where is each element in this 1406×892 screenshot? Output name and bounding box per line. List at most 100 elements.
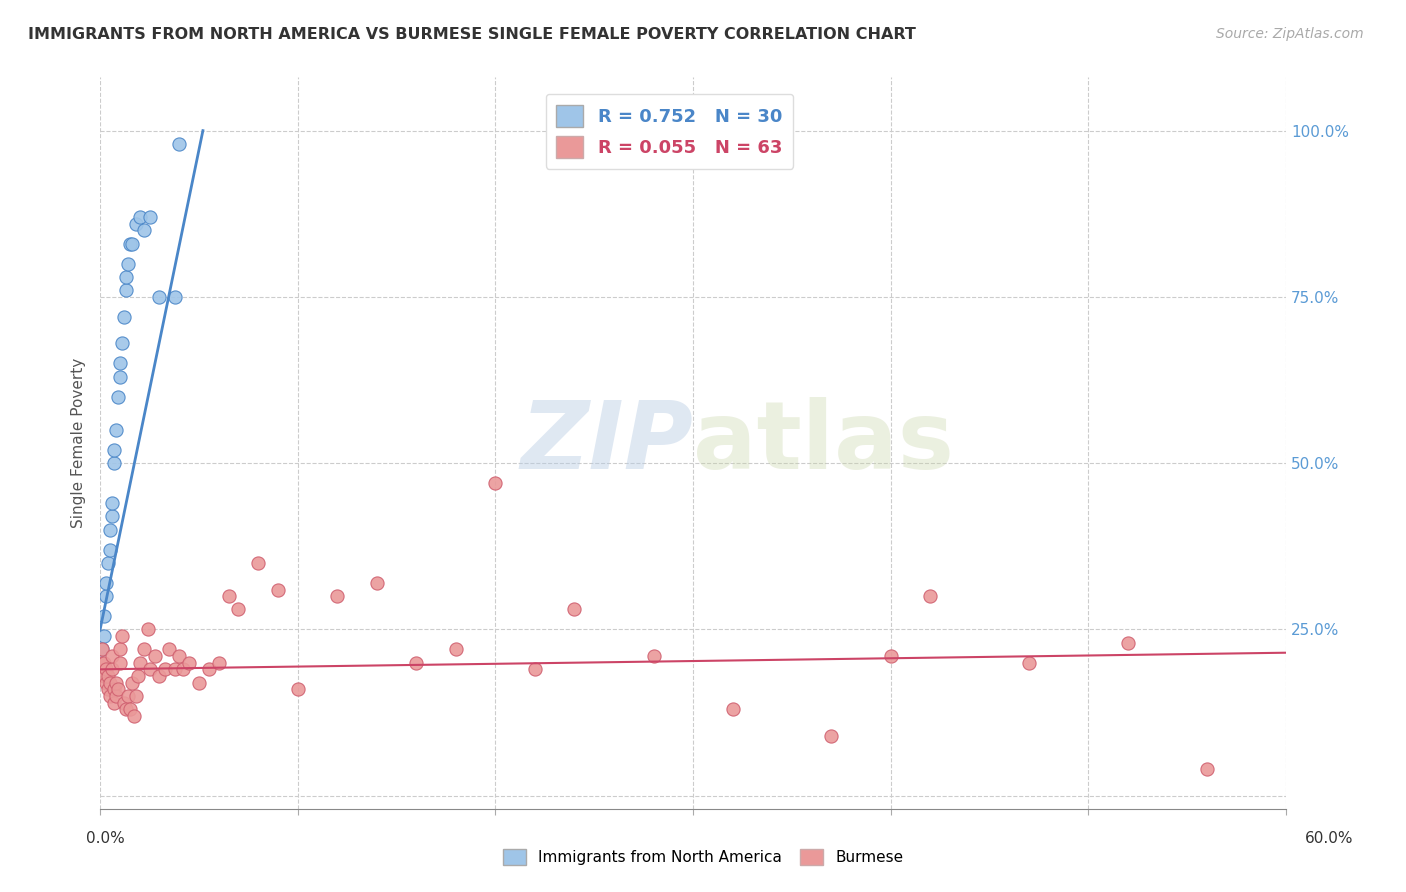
Point [132,223,155,237]
Point [118,702,141,716]
Point [94,589,117,603]
Point [820,729,842,743]
Point [93,656,115,670]
Point [121,675,143,690]
Point [157,642,180,657]
Point [128,210,150,224]
Point [138,210,160,224]
Point [444,642,467,657]
Point [91,642,114,657]
Legend: R = 0.752   N = 30, R = 0.055   N = 63: R = 0.752 N = 30, R = 0.055 N = 63 [546,94,793,169]
Text: Source: ZipAtlas.com: Source: ZipAtlas.com [1216,27,1364,41]
Point [172,662,194,676]
Point [177,656,200,670]
Point [167,648,190,663]
Point [108,656,131,670]
Point [107,682,129,697]
Point [118,236,141,251]
Point [136,623,159,637]
Point [326,589,349,603]
Point [1195,762,1218,776]
Point [148,290,170,304]
Point [98,675,121,690]
Point [148,669,170,683]
Text: 0.0%: 0.0% [86,831,125,846]
Point [104,675,127,690]
Point [111,629,134,643]
Point [132,642,155,657]
Legend: Immigrants from North America, Burmese: Immigrants from North America, Burmese [496,843,910,871]
Point [94,575,117,590]
Point [198,662,221,676]
Point [287,682,309,697]
Point [405,656,427,670]
Point [125,689,148,703]
Point [267,582,290,597]
Point [101,509,124,524]
Point [125,217,148,231]
Point [94,662,117,676]
Point [93,609,115,624]
Point [523,662,546,676]
Point [187,675,209,690]
Y-axis label: Single Female Poverty: Single Female Poverty [72,358,86,528]
Point [127,669,149,683]
Point [98,542,121,557]
Point [564,602,586,616]
Point [117,257,139,271]
Point [103,682,125,697]
Point [208,656,231,670]
Point [97,556,120,570]
Point [1018,656,1040,670]
Point [94,675,117,690]
Point [93,669,115,683]
Text: atlas: atlas [693,397,955,489]
Point [103,456,125,470]
Point [121,236,143,251]
Point [111,336,134,351]
Text: IMMIGRANTS FROM NORTH AMERICA VS BURMESE SINGLE FEMALE POVERTY CORRELATION CHART: IMMIGRANTS FROM NORTH AMERICA VS BURMESE… [28,27,915,42]
Point [103,442,125,457]
Point [112,696,135,710]
Point [165,290,187,304]
Point [114,283,136,297]
Point [721,702,744,716]
Text: 60.0%: 60.0% [1305,831,1353,846]
Point [114,269,136,284]
Point [108,642,131,657]
Point [247,556,270,570]
Point [165,662,187,676]
Point [114,702,136,716]
Point [101,662,124,676]
Point [97,669,120,683]
Point [920,589,942,603]
Point [145,648,167,663]
Point [108,356,131,370]
Point [107,390,129,404]
Point [103,696,125,710]
Point [643,648,665,663]
Point [228,602,250,616]
Point [98,523,121,537]
Point [879,648,901,663]
Point [91,656,114,670]
Point [138,662,160,676]
Point [104,689,127,703]
Point [218,589,240,603]
Point [93,629,115,643]
Point [1116,636,1139,650]
Point [98,689,121,703]
Point [91,642,114,657]
Point [104,423,127,437]
Point [108,369,131,384]
Point [112,310,135,324]
Point [122,709,145,723]
Point [484,476,506,491]
Point [167,136,190,151]
Point [117,689,139,703]
Point [366,575,388,590]
Text: ZIP: ZIP [520,397,693,489]
Point [97,682,120,697]
Point [101,496,124,510]
Point [128,656,150,670]
